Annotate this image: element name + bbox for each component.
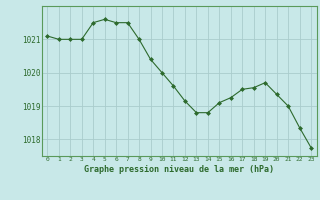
X-axis label: Graphe pression niveau de la mer (hPa): Graphe pression niveau de la mer (hPa) [84,165,274,174]
